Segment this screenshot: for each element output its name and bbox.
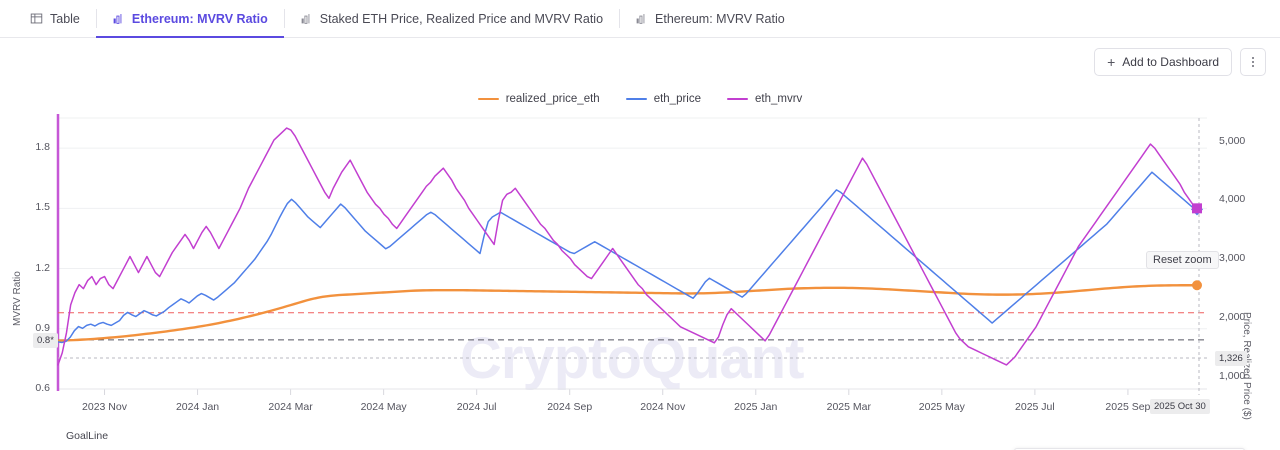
x-axis-tick: 2025 Jul [1015, 401, 1055, 413]
tab-label: Ethereum: MVRV Ratio [131, 11, 268, 26]
tab-table[interactable]: Table [14, 0, 96, 37]
x-axis-tick: 2025 Jan [734, 401, 778, 413]
y2-axis-tick: 2,000 [1219, 311, 1246, 324]
legend-swatch [727, 97, 748, 101]
chart-area[interactable]: CryptoQuant MVRV Ratio Price, Realized P… [0, 112, 1280, 450]
legend-item-eth-price[interactable]: eth_price [625, 93, 701, 105]
y-axis-title: MVRV Ratio [12, 271, 23, 326]
tab-label: Staked ETH Price, Realized Price and MVR… [319, 11, 604, 26]
x-axis-tick: 2024 Sep [547, 401, 593, 413]
y-axis-tick: 0.9 [35, 321, 50, 334]
y2-axis-highlight-badge: 1,326 [1215, 351, 1247, 366]
tab-ethereum-mvrv-ratio-2[interactable]: Ethereum: MVRV Ratio [619, 0, 801, 37]
x-axis-tick: 2023 Nov [82, 401, 127, 413]
tab-label: Ethereum: MVRV Ratio [655, 11, 785, 26]
chart-icon [300, 12, 313, 25]
y-axis-tick: 1.2 [35, 261, 50, 274]
chart-icon [635, 12, 648, 25]
y2-axis-tick: 1,000 [1219, 370, 1246, 383]
more-options-button[interactable] [1240, 48, 1266, 76]
y-axis-highlight-badge: 0.8* [33, 332, 58, 348]
y2-axis-tick: 5,000 [1219, 134, 1246, 147]
y2-axis-tick: 3,000 [1219, 252, 1246, 265]
y-axis-tick: 0.6 [35, 382, 50, 394]
x-axis-tick: 2025 Mar [826, 401, 871, 413]
x-axis-highlight-badge: 2025 Oct 30 [1150, 399, 1210, 414]
y-axis-tick: 1.8 [35, 141, 50, 154]
x-axis-tick: 2024 Mar [268, 401, 313, 413]
x-axis-tick: 2024 Jul [456, 401, 497, 413]
chart-legend: realized_price_eth eth_price eth_mvrv [0, 86, 1280, 112]
tab-staked-eth-price[interactable]: Staked ETH Price, Realized Price and MVR… [283, 0, 619, 37]
table-icon [30, 12, 43, 25]
add-to-dashboard-label: Add to Dashboard [1122, 55, 1219, 69]
reset-zoom-button[interactable]: Reset zoom [1146, 251, 1219, 269]
tab-label: Table [50, 11, 80, 26]
action-row: + Add to Dashboard [0, 38, 1280, 86]
chart-icon [112, 12, 125, 25]
x-axis-tick: 2025 May [918, 401, 965, 413]
legend-label: realized_price_eth [505, 93, 600, 105]
plus-icon: + [1107, 54, 1116, 70]
legend-swatch [477, 97, 499, 101]
legend-item-eth-mvrv[interactable]: eth_mvrv [727, 93, 802, 105]
tab-bar: Table Ethereum: MVRV Ratio Staked ETH Pr… [0, 0, 1280, 38]
x-axis-tick: 2025 Sep [1105, 401, 1151, 413]
x-axis-tick: 2024 May [360, 401, 407, 413]
x-axis-tick: 2024 Nov [640, 401, 686, 413]
legend-swatch [625, 97, 647, 101]
x-axis-tick: 2024 Jan [175, 401, 220, 413]
y-axis-tick: 1.5 [35, 201, 50, 214]
kebab-icon [1252, 57, 1254, 67]
legend-item-realized-price-eth[interactable]: realized_price_eth [477, 93, 600, 105]
y2-axis-tick: 4,000 [1219, 193, 1246, 206]
legend-label: eth_mvrv [755, 93, 803, 105]
tab-ethereum-mvrv-ratio-active[interactable]: Ethereum: MVRV Ratio [95, 0, 284, 38]
legend-label: eth_price [653, 93, 701, 105]
add-to-dashboard-button[interactable]: + Add to Dashboard [1094, 48, 1232, 76]
goal-line-label: GoalLine [66, 430, 109, 442]
chart-plot [56, 114, 1207, 395]
